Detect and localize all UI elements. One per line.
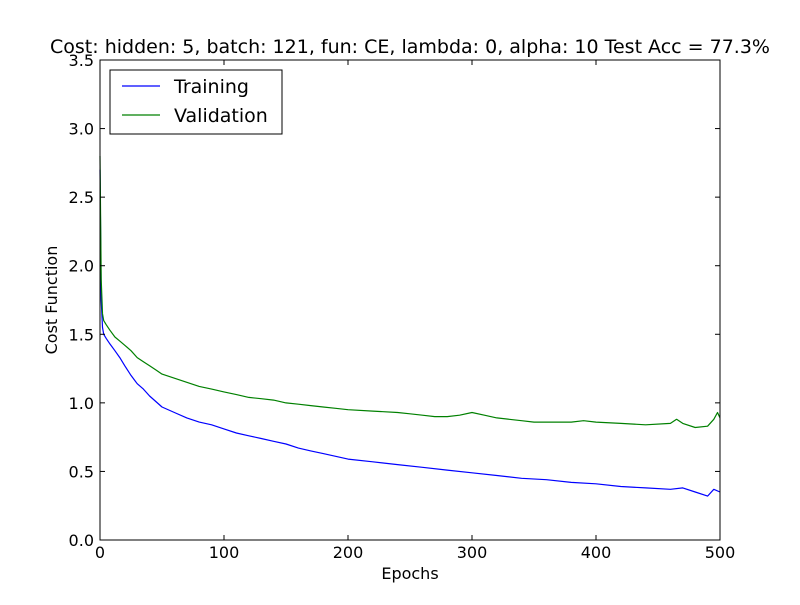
legend-label-validation: Validation [174,105,268,127]
y-tick-label: 0.0 [69,531,94,550]
series-line-training [99,169,721,497]
x-axis-label: Epochs [381,564,438,583]
legend-box [109,69,283,135]
y-tick-label: 0.5 [69,462,94,481]
x-tick-label: 300 [457,543,488,562]
y-tick-label: 1.0 [69,394,94,413]
y-axis-label: Cost Function [42,246,61,355]
chart-title: Cost: hidden: 5, batch: 121, fun: CE, la… [50,36,770,58]
plot-frame [99,59,721,541]
y-tick-label: 1.5 [69,325,94,344]
x-axis-ticks: 0 100 200 300 400 500 [95,60,735,562]
series-line-validation [99,155,721,429]
y-tick-label: 3.0 [69,120,94,139]
x-tick-label: 500 [705,543,736,562]
legend-label-training: Training [173,76,249,98]
x-tick-label: 400 [581,543,612,562]
plot-lines [99,155,721,497]
y-tick-label: 3.5 [69,51,94,70]
x-tick-label: 100 [209,543,240,562]
y-tick-label: 2.0 [69,257,94,276]
y-tick-label: 2.5 [69,188,94,207]
y-axis-ticks: 0.0 0.5 1.0 1.5 2.0 2.5 3.0 3.5 [69,51,720,550]
x-tick-label: 0 [95,543,105,562]
legend: Training Validation [109,69,283,135]
x-tick-label: 200 [333,543,364,562]
